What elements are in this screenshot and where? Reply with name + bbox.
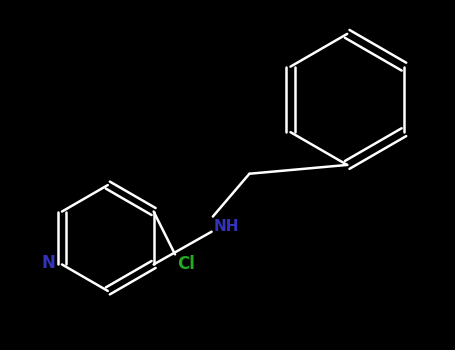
Text: N: N — [42, 254, 56, 272]
Text: Cl: Cl — [177, 256, 196, 273]
Text: NH: NH — [214, 219, 240, 234]
